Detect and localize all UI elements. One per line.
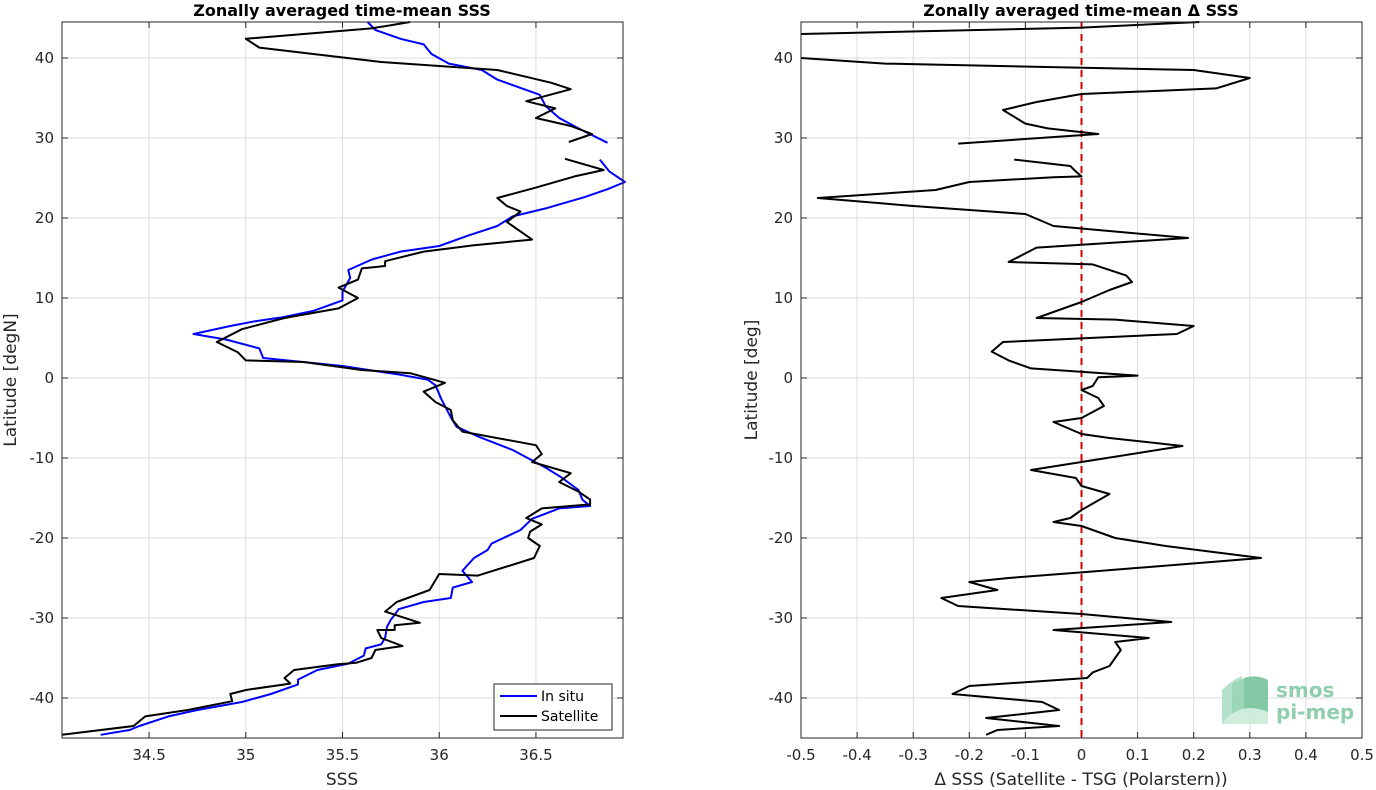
delta-sss-series-line (816, 158, 1262, 736)
sss-legend-box (493, 683, 613, 731)
delta-sss-lines (800, 21, 1262, 736)
sss-chart-title: Zonally averaged time-mean SSS (193, 1, 491, 20)
y-tick-label: -40 (30, 689, 55, 707)
satellite-series-line (244, 21, 593, 143)
y-tick-label: 20 (774, 209, 793, 227)
y-tick-label: 0 (783, 369, 793, 387)
x-tick-label: 35.5 (326, 746, 359, 764)
sss-lines (61, 21, 626, 736)
delta-sss-panel: -0.5 -0.4 -0.3 -0.2 -0.1 0 0.1 0.2 0.3 0.4 0.5 -40 -… (742, 1, 1374, 790)
x-tick-label: 0 (1077, 746, 1087, 764)
y-tick-label: -20 (30, 529, 55, 547)
sss-legend: In situ Satellite (493, 683, 613, 731)
satellite-series-line (61, 157, 605, 736)
sss-ticks: 34.5 35 35.5 36 36.5 -40 -30 -20 -10 0 10 20 30 40 (30, 22, 623, 764)
logo-wave-icon (1222, 676, 1268, 724)
y-tick-label: 30 (774, 129, 793, 147)
y-tick-label: -10 (30, 449, 55, 467)
y-tick-label: 20 (35, 209, 54, 227)
x-tick-label: -0.3 (899, 746, 928, 764)
y-tick-label: 30 (35, 129, 54, 147)
x-tick-label: 35 (236, 746, 255, 764)
x-tick-label: 34.5 (132, 746, 165, 764)
y-tick-label: 0 (44, 369, 54, 387)
x-tick-label: 36 (430, 746, 449, 764)
delta-sss-axes-box (800, 21, 1363, 739)
delta-sss-y-axis-label: Latitude [deg] (742, 320, 762, 441)
sss-x-axis-label: SSS (326, 770, 358, 790)
sss-y-axis-label: Latitude [degN] (1, 313, 21, 446)
delta-sss-x-axis-label: Δ SSS (Satellite - TSG (Polarstern)) (934, 770, 1227, 790)
sss-axes-box (61, 21, 624, 739)
y-tick-label: -20 (769, 529, 794, 547)
x-tick-label: -0.5 (786, 746, 815, 764)
y-tick-label: -30 (769, 609, 794, 627)
x-tick-label: -0.4 (842, 746, 871, 764)
y-tick-label: 40 (774, 49, 793, 67)
y-tick-label: -40 (769, 689, 794, 707)
x-tick-label: 0.2 (1182, 746, 1206, 764)
y-tick-label: 10 (774, 289, 793, 307)
x-tick-label: -0.2 (955, 746, 984, 764)
x-tick-label: 0.3 (1238, 746, 1262, 764)
delta-sss-series-line (800, 21, 1200, 35)
logo-text-smos: smos (1276, 678, 1334, 702)
delta-sss-series-line (800, 57, 1251, 145)
y-tick-label: 10 (35, 289, 54, 307)
smos-pi-mep-logo: smos pi-mep (1222, 676, 1354, 724)
in-situ-series-line (100, 158, 626, 736)
logo-text-pi-mep: pi-mep (1276, 700, 1354, 724)
x-tick-label: 36.5 (519, 746, 552, 764)
in-situ-series-line (366, 21, 608, 144)
y-tick-label: 40 (35, 49, 54, 67)
legend-in-situ-label: In situ (541, 689, 584, 705)
x-tick-label: 0.1 (1126, 746, 1150, 764)
legend-satellite-label: Satellite (541, 709, 598, 725)
delta-sss-chart-title: Zonally averaged time-mean Δ SSS (923, 1, 1239, 20)
sss-panel: 34.5 35 35.5 36 36.5 -40 -30 -20 -10 0 10 20 30 40 Zo… (1, 1, 626, 790)
y-tick-label: -30 (30, 609, 55, 627)
y-tick-label: -10 (769, 449, 794, 467)
x-tick-label: 0.4 (1294, 746, 1318, 764)
x-tick-label: -0.1 (1011, 746, 1040, 764)
x-tick-label: 0.5 (1350, 746, 1374, 764)
